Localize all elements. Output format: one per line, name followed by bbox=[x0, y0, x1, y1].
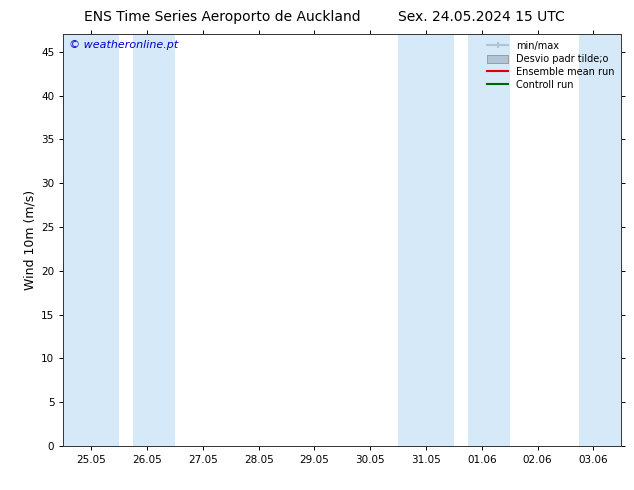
Legend: min/max, Desvio padr tilde;o, Ensemble mean run, Controll run: min/max, Desvio padr tilde;o, Ensemble m… bbox=[483, 37, 618, 94]
Bar bbox=[133, 34, 175, 446]
Bar bbox=[468, 34, 510, 446]
Text: Sex. 24.05.2024 15 UTC: Sex. 24.05.2024 15 UTC bbox=[398, 10, 566, 24]
Bar bbox=[579, 34, 621, 446]
Text: ENS Time Series Aeroporto de Auckland: ENS Time Series Aeroporto de Auckland bbox=[84, 10, 360, 24]
Y-axis label: Wind 10m (m/s): Wind 10m (m/s) bbox=[24, 190, 37, 290]
Text: © weatheronline.pt: © weatheronline.pt bbox=[69, 41, 178, 50]
Bar bbox=[398, 34, 454, 446]
Bar bbox=[63, 34, 119, 446]
